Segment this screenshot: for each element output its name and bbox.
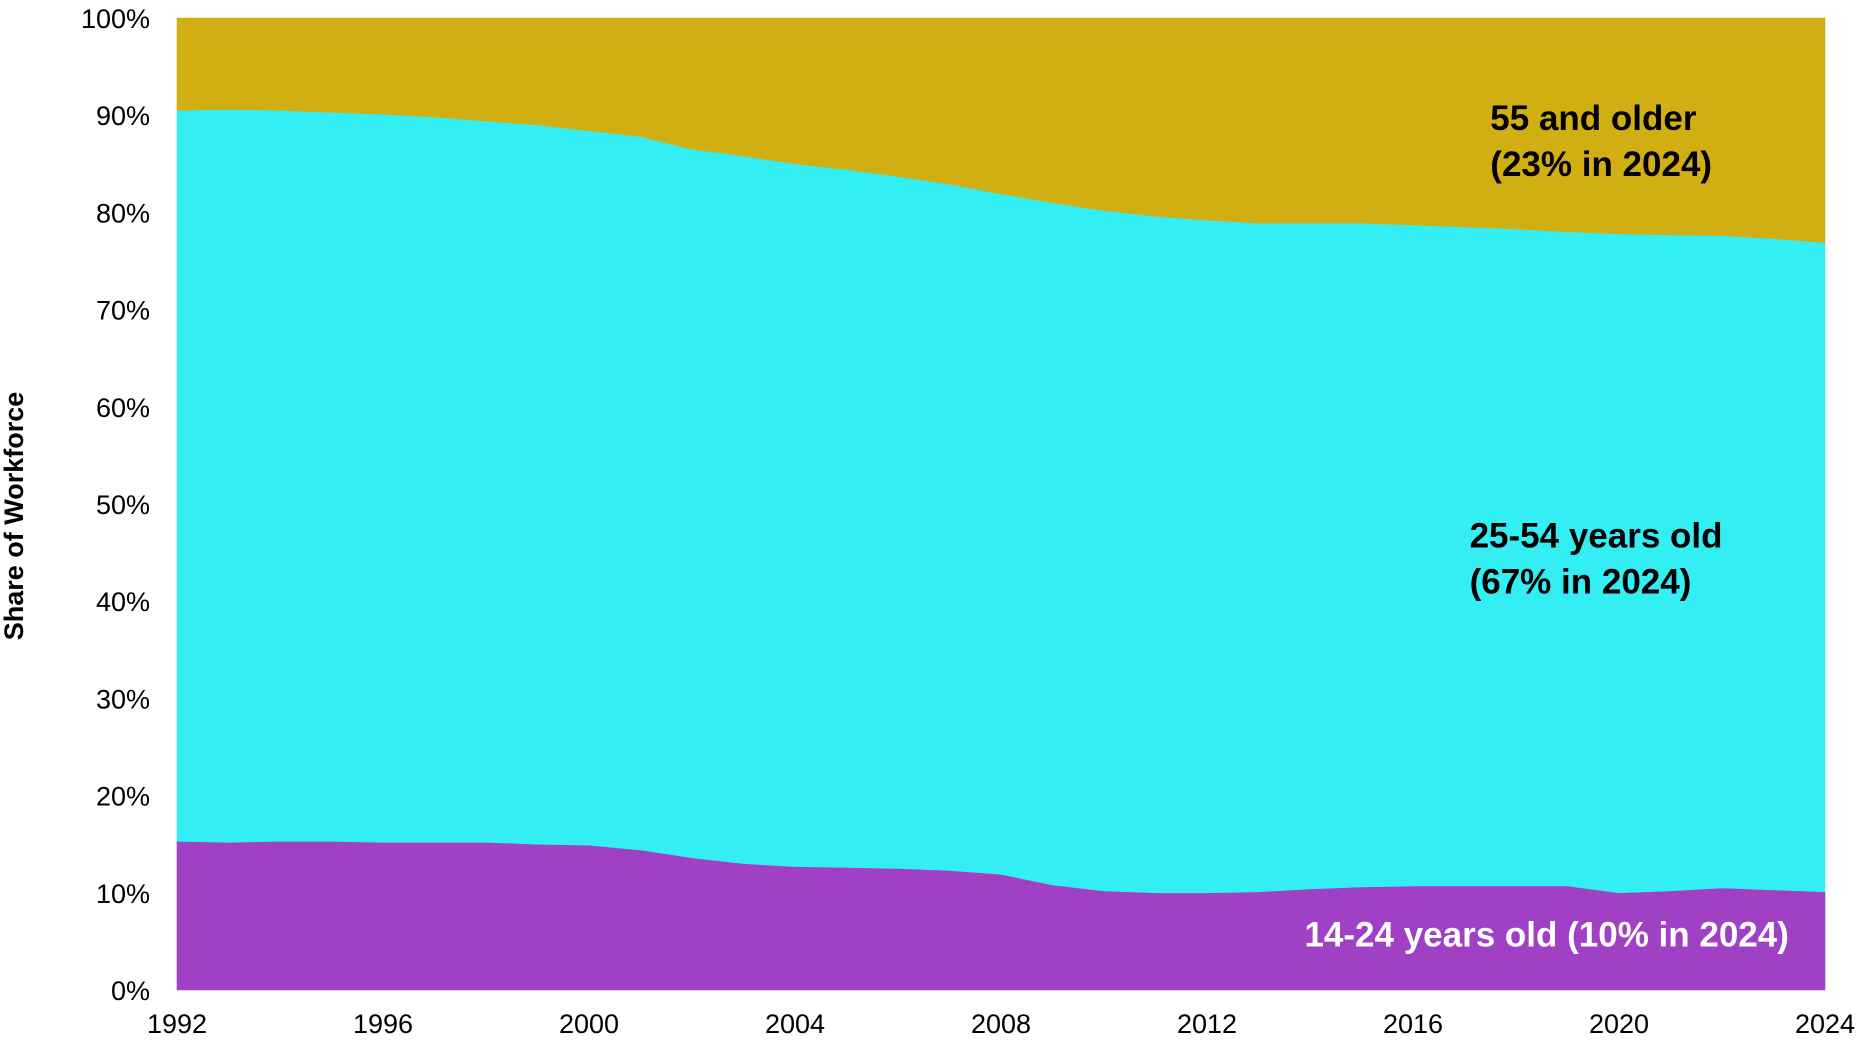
y-tick-label: 40%	[96, 587, 150, 617]
x-tick-label: 2008	[971, 1009, 1031, 1038]
x-tick-label: 2000	[559, 1009, 619, 1038]
y-tick-label: 90%	[96, 101, 150, 131]
y-tick-label: 0%	[111, 976, 150, 1006]
y-tick-label: 20%	[96, 782, 150, 812]
x-tick-label: 2016	[1383, 1009, 1443, 1038]
y-tick-label: 30%	[96, 684, 150, 714]
y-tick-label: 10%	[96, 879, 150, 909]
y-tick-label: 100%	[81, 4, 150, 34]
y-axis-title: Share of Workforce	[0, 392, 29, 641]
x-tick-label: 2024	[1795, 1009, 1855, 1038]
x-tick-label: 2012	[1177, 1009, 1237, 1038]
annotation-14-24-years-old: 14-24 years old (10% in 2024)	[1304, 915, 1788, 954]
y-tick-label: 60%	[96, 393, 150, 423]
x-tick-label: 1996	[353, 1009, 413, 1038]
areas-layer	[176, 17, 1826, 991]
area-series-55-and-older	[176, 17, 1826, 243]
annotation-25-54-years-old: 25-54 years old (67% in 2024)	[1470, 517, 1723, 602]
y-tick-label: 50%	[96, 490, 150, 520]
x-axis-ticks: 1992 1996 2000 2004 2008 2012 2016 2020 2024	[147, 1009, 1855, 1039]
x-tick-label: 2020	[1589, 1009, 1649, 1038]
y-tick-label: 70%	[96, 296, 150, 326]
y-tick-label: 80%	[96, 198, 150, 228]
x-tick-label: 1992	[147, 1009, 207, 1038]
annotation-55-and-older: 55 and older (23% in 2024)	[1490, 99, 1712, 184]
area-annotations: 55 and older (23% in 2024) 25-54 years old…	[1304, 99, 1788, 954]
x-tick-label: 2004	[765, 1009, 825, 1038]
y-axis-ticks: 0% 10% 20% 30% 40% 50% 60% 70% 80% 90% 100%	[81, 4, 150, 1006]
